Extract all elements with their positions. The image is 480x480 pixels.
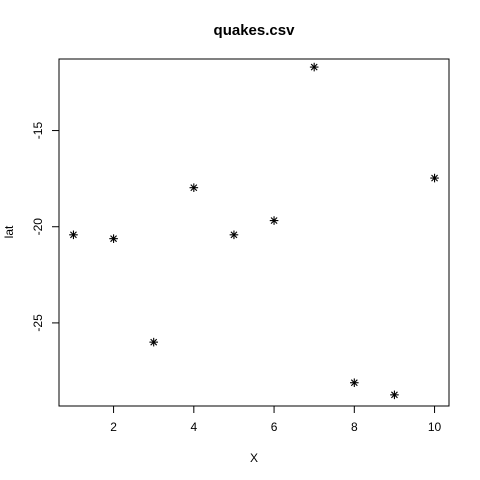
data-point bbox=[229, 230, 239, 240]
data-point bbox=[350, 378, 359, 388]
data-points bbox=[69, 62, 439, 400]
x-tick-label: 6 bbox=[271, 420, 278, 434]
plot-frame bbox=[58, 58, 450, 407]
x-axis: 2 4 6 8 10 bbox=[110, 405, 442, 434]
data-point bbox=[109, 234, 118, 243]
data-point bbox=[69, 230, 78, 240]
y-axis: -15 -20 -25 bbox=[31, 122, 60, 332]
y-tick-label: -25 bbox=[31, 314, 45, 332]
y-tick-label: -20 bbox=[31, 218, 45, 236]
x-tick-label: 4 bbox=[190, 420, 197, 434]
data-point bbox=[390, 390, 399, 400]
data-point bbox=[269, 216, 279, 225]
y-tick-label: -15 bbox=[31, 122, 45, 140]
x-tick-label: 10 bbox=[428, 420, 442, 434]
data-point bbox=[189, 183, 199, 192]
x-axis-label: X bbox=[250, 451, 258, 465]
data-point bbox=[430, 173, 439, 183]
chart-title: quakes.csv bbox=[214, 22, 296, 39]
data-point bbox=[309, 62, 319, 72]
data-point bbox=[149, 337, 158, 347]
y-axis-label: lat bbox=[2, 225, 16, 238]
x-tick-label: 2 bbox=[110, 420, 117, 434]
x-tick-label: 8 bbox=[351, 420, 358, 434]
